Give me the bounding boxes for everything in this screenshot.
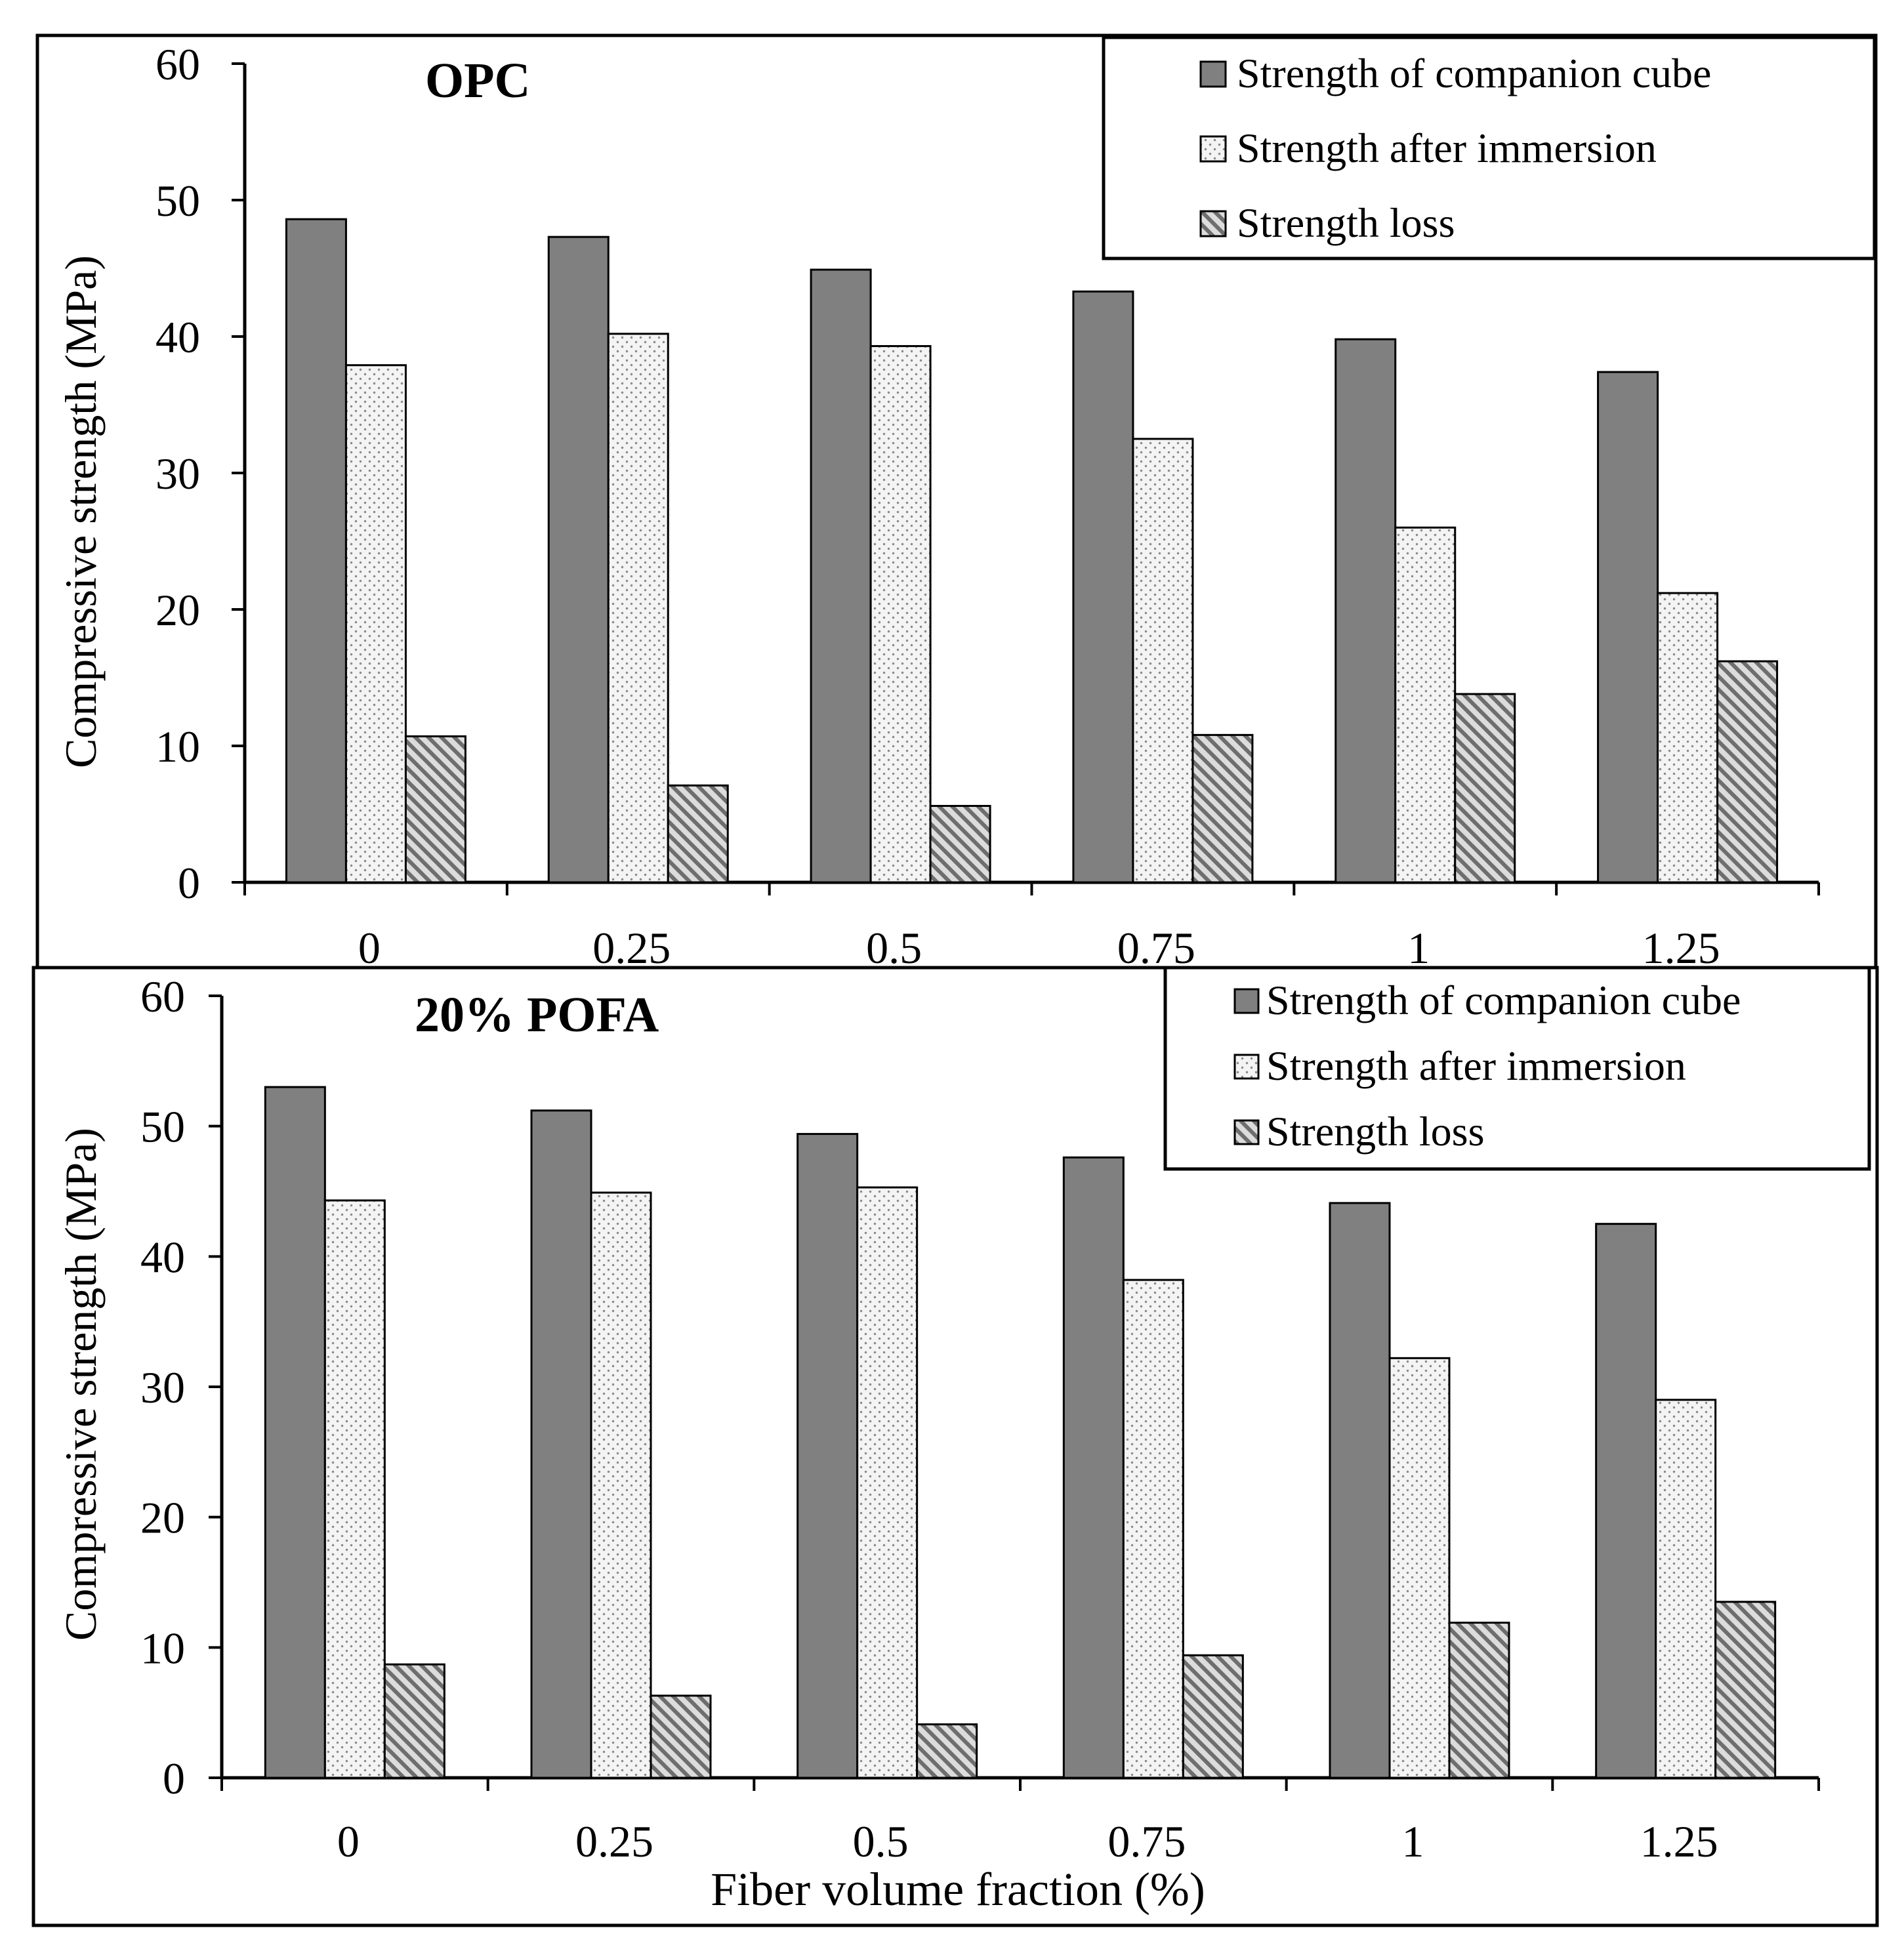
- bar-opc-hatch-0: [404, 735, 466, 884]
- bar-opc-hatch-2: [929, 805, 991, 884]
- bar-pofa-solid-2: [797, 1133, 859, 1779]
- y-tick-label-pofa: 30: [140, 1363, 185, 1412]
- bar-pofa-hatch-2: [916, 1723, 978, 1779]
- y-tick-label-opc: 30: [155, 449, 200, 499]
- bar-opc-dots-1: [607, 333, 669, 884]
- legend-pofa: Strength of companion cube Strength afte…: [1163, 966, 1871, 1171]
- panel-pofa-label: 20% POFA: [415, 987, 659, 1042]
- bar-opc-solid-2: [810, 268, 872, 884]
- bar-opc-solid-5: [1597, 371, 1659, 884]
- axes-pofa: 0 10 20 30 40 50 60 0 0.25 0.5 0.75 1 1.25: [140, 972, 1820, 1866]
- bar-pofa-dots-5: [1655, 1399, 1717, 1779]
- bar-opc-hatch-5: [1716, 660, 1779, 884]
- x-tick-label-opc: 0.25: [592, 923, 671, 973]
- y-tick-label-pofa: 60: [140, 972, 185, 1021]
- x-tick-label-pofa: 0: [337, 1816, 360, 1866]
- bar-opc-dots-2: [869, 345, 932, 884]
- legend-swatch-dots: [1199, 135, 1227, 163]
- bar-pofa-solid-1: [530, 1109, 592, 1779]
- bar-pofa-hatch-5: [1714, 1601, 1777, 1779]
- bar-pofa-solid-3: [1062, 1156, 1125, 1779]
- x-tick-label-opc: 0.5: [866, 923, 922, 973]
- x-axis-label: Fiber volume fraction (%): [711, 1863, 1205, 1916]
- legend-label-immersion: Strength after immersion: [1266, 1042, 1686, 1089]
- legend-label-companion: Strength of companion cube: [1266, 977, 1741, 1023]
- bar-pofa-dots-3: [1122, 1279, 1184, 1779]
- panel-opc: OPC Compressive strength (MPa) 010203040…: [35, 33, 1878, 1029]
- legend-label-immersion: Strength after immersion: [1237, 125, 1657, 171]
- bar-opc-dots-0: [344, 364, 407, 884]
- bar-opc-solid-1: [547, 236, 610, 884]
- legend-opc: Strength of companion cube Strength afte…: [1102, 35, 1876, 260]
- x-tick-label-opc: 0: [358, 923, 381, 973]
- bar-opc-solid-0: [285, 218, 347, 884]
- bar-opc-hatch-1: [667, 784, 729, 884]
- bar-opc-dots-4: [1394, 526, 1457, 884]
- legend-label-companion: Strength of companion cube: [1237, 50, 1711, 96]
- y-tick-label-pofa: 50: [140, 1102, 185, 1152]
- panel-opc-label: OPC: [425, 53, 530, 108]
- legend-pofa-frame: [1163, 966, 1871, 1171]
- y-tick-label-opc: 10: [155, 722, 200, 771]
- bar-pofa-dots-2: [856, 1186, 919, 1779]
- bar-opc-solid-3: [1072, 290, 1134, 884]
- bar-pofa-dots-0: [323, 1199, 386, 1779]
- bars-opc: [285, 218, 1779, 884]
- legend-swatch-solid: [1199, 60, 1227, 88]
- x-tick-label-opc: 0.75: [1117, 923, 1195, 973]
- bar-opc-dots-3: [1132, 438, 1194, 884]
- bars-pofa: [264, 1086, 1777, 1779]
- x-tick-label-pofa: 0.5: [853, 1816, 909, 1866]
- legend-swatch-dots: [1233, 1054, 1260, 1080]
- legend-label-loss: Strength loss: [1237, 199, 1455, 246]
- x-tick-label-opc: 1: [1407, 923, 1430, 973]
- bar-pofa-hatch-3: [1182, 1654, 1244, 1779]
- y-tick-label-pofa: 20: [140, 1493, 185, 1543]
- legend-label-loss: Strength loss: [1266, 1108, 1484, 1155]
- bar-pofa-hatch-0: [383, 1663, 445, 1779]
- y-axis-label-opc: Compressive strength (MPa): [56, 255, 106, 768]
- x-tick-label-pofa: 1.25: [1640, 1816, 1718, 1866]
- y-tick-label-pofa: 0: [163, 1754, 185, 1803]
- y-tick-label-opc: 0: [178, 858, 200, 908]
- bar-pofa-solid-4: [1329, 1202, 1391, 1779]
- x-tick-label-pofa: 1: [1402, 1816, 1424, 1866]
- y-tick-label-opc: 50: [155, 176, 200, 226]
- y-tick-label-opc: 60: [155, 39, 200, 89]
- legend-opc-frame: [1102, 35, 1876, 260]
- panel-pofa: 20% POFA Compressive strength (MPa) 0102…: [31, 966, 1879, 1927]
- y-tick-label-pofa: 40: [140, 1232, 185, 1282]
- bar-pofa-dots-1: [590, 1191, 652, 1779]
- bar-opc-hatch-4: [1454, 693, 1516, 884]
- bar-pofa-hatch-4: [1448, 1622, 1510, 1779]
- x-tick-label-pofa: 0.25: [575, 1816, 653, 1866]
- legend-swatch-solid: [1233, 988, 1260, 1014]
- bar-opc-hatch-3: [1191, 733, 1254, 884]
- bar-pofa-solid-5: [1595, 1223, 1657, 1779]
- y-tick-label-pofa: 10: [140, 1623, 185, 1673]
- bar-pofa-hatch-1: [650, 1694, 712, 1779]
- y-tick-label-opc: 40: [155, 312, 200, 362]
- bar-pofa-dots-4: [1388, 1357, 1451, 1779]
- y-axis-label-pofa: Compressive strength (MPa): [56, 1128, 106, 1641]
- x-tick-label-opc: 1.25: [1642, 923, 1720, 973]
- axes-opc: 0 10 20 30 40 50 60 0 0.25 0.5 0.75 1 1.25: [155, 39, 1820, 973]
- x-tick-label-pofa: 0.75: [1107, 1816, 1186, 1866]
- bar-opc-dots-5: [1657, 592, 1719, 884]
- bar-pofa-solid-0: [264, 1086, 326, 1779]
- legend-swatch-hatch: [1233, 1119, 1260, 1145]
- bar-opc-solid-4: [1335, 338, 1397, 884]
- legend-swatch-hatch: [1199, 210, 1227, 237]
- y-tick-label-opc: 20: [155, 585, 200, 635]
